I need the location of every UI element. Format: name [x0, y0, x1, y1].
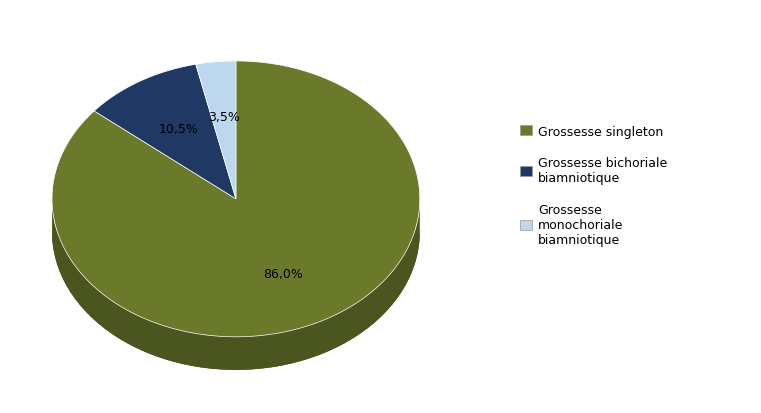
Legend: Grossesse singleton, Grossesse bichoriale
biamniotique, Grossesse
monochoriale
b: Grossesse singleton, Grossesse bichorial… — [514, 120, 673, 252]
Polygon shape — [52, 233, 420, 370]
Polygon shape — [94, 65, 236, 199]
Polygon shape — [52, 62, 420, 337]
Polygon shape — [52, 201, 420, 370]
Text: 86,0%: 86,0% — [263, 268, 303, 280]
Text: 3,5%: 3,5% — [208, 111, 240, 124]
Polygon shape — [196, 62, 236, 199]
Text: 10,5%: 10,5% — [158, 123, 198, 135]
